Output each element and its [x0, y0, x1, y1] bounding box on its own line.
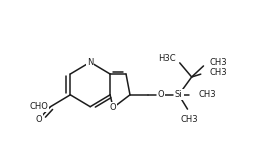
Text: CH3: CH3 — [210, 58, 227, 67]
Text: O: O — [35, 115, 42, 124]
Text: CH3: CH3 — [181, 115, 198, 124]
Text: CH3: CH3 — [210, 67, 227, 77]
Text: O: O — [157, 90, 164, 99]
Text: Si: Si — [175, 90, 183, 99]
Text: CHO: CHO — [30, 102, 48, 111]
Text: CH3: CH3 — [199, 90, 216, 99]
Text: O: O — [110, 103, 116, 112]
Text: H3C: H3C — [158, 54, 176, 63]
Text: N: N — [87, 58, 93, 67]
